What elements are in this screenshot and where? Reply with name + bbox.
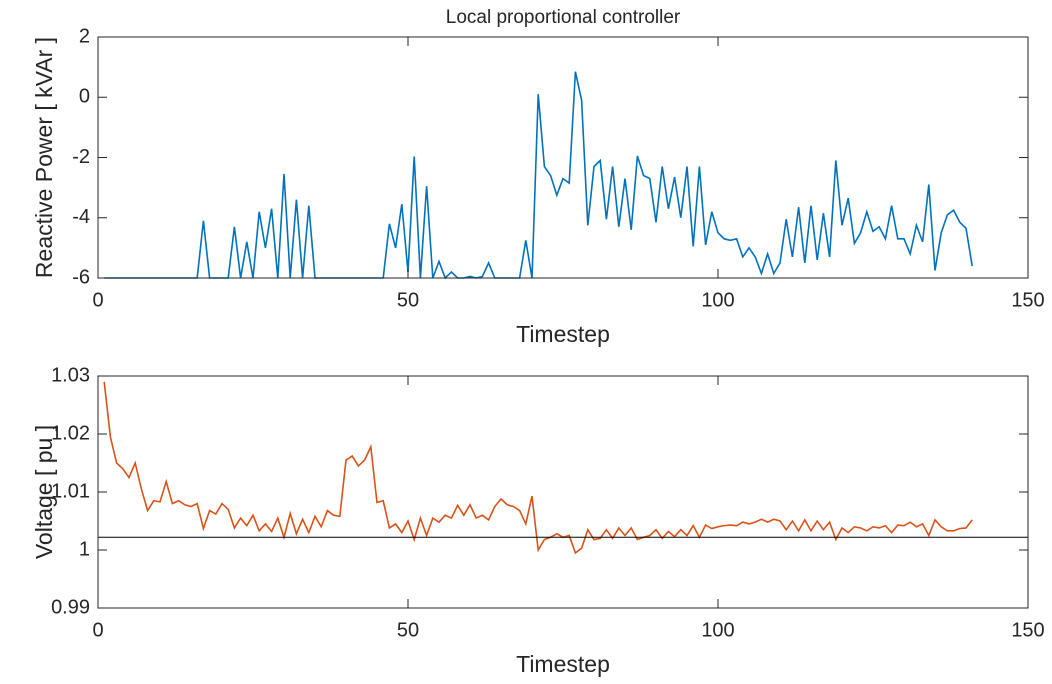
x-tick-label: 150 [1011,289,1044,311]
y-tick-label: 1.01 [51,480,90,502]
x-tick-label: 100 [701,289,734,311]
x-tick-label: 0 [92,289,103,311]
plot-area [98,376,1028,608]
y-axis-label: Voltage [ pu ] [31,425,57,559]
y-tick-label: -6 [72,266,90,288]
chart-title: Local proportional controller [446,7,681,28]
x-tick-label: 0 [92,619,103,641]
x-tick-label: 50 [397,619,419,641]
y-tick-label: 1.02 [51,422,90,444]
y-axis-label: Reactive Power [ kVAr ] [31,37,57,278]
x-tick-label: 150 [1011,619,1044,641]
y-tick-label: -2 [72,146,90,168]
y-tick-label: 0.99 [51,596,90,618]
plot-area [98,37,1028,278]
data-line [104,71,973,280]
x-axis-label: Timestep [516,321,610,347]
x-tick-label: 50 [397,289,419,311]
y-tick-label: 0 [79,86,90,108]
y-tick-label: 1.03 [51,364,90,386]
x-tick-label: 100 [701,619,734,641]
y-tick-label: 1 [79,538,90,560]
y-tick-label: -4 [72,206,90,228]
y-tick-label: 2 [79,25,90,47]
data-line [103,381,973,555]
x-axis-label: Timestep [516,651,610,677]
